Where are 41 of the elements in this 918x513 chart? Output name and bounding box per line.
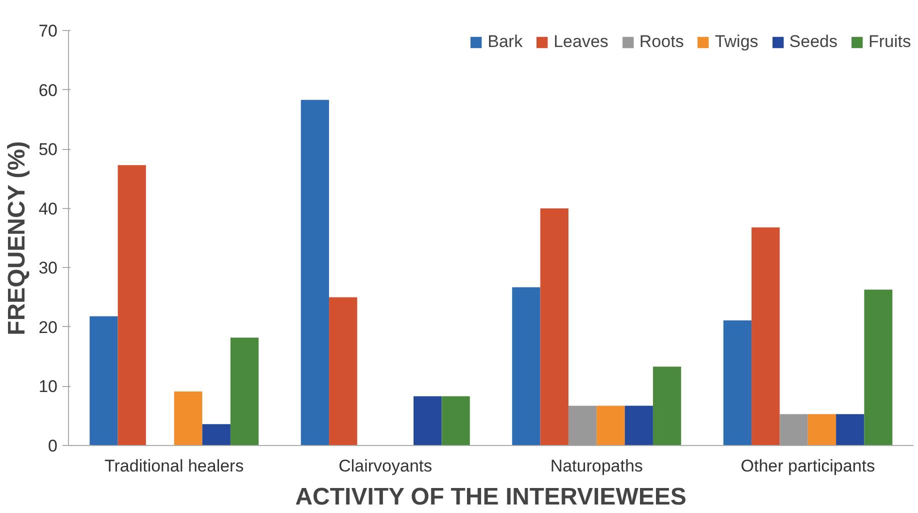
legend-label: Leaves (554, 32, 608, 52)
x-tick-label: Clairvoyants (338, 456, 432, 476)
y-tick-label: 60 (38, 80, 58, 100)
bar (596, 406, 625, 446)
bar (808, 414, 836, 446)
y-tick-label: 20 (38, 318, 58, 337)
x-axis-title: ACTIVITY OF THE INTERVIEWEES (295, 484, 686, 510)
y-tick-label: 10 (38, 377, 58, 396)
bar (512, 287, 540, 446)
y-tick-label: 40 (38, 199, 58, 218)
bar (723, 320, 752, 446)
bar (442, 396, 470, 446)
bar (540, 208, 568, 446)
bar (780, 414, 808, 446)
bar (118, 165, 146, 446)
bar (752, 227, 780, 446)
x-tick-label: Traditional healers (104, 456, 244, 476)
y-tick-label: 70 (38, 22, 58, 40)
bar (90, 316, 118, 446)
bar (652, 366, 682, 446)
bar (202, 424, 230, 446)
legend-label: Roots (639, 32, 684, 52)
y-axis-title: FREQUENCY (%) (4, 141, 31, 336)
bar (414, 396, 442, 446)
bar (864, 290, 892, 446)
y-tick-label: 30 (38, 258, 58, 278)
bar (329, 297, 358, 446)
legend-label: Twigs (714, 32, 758, 52)
bar (230, 338, 259, 446)
x-tick-label: Naturopaths (550, 456, 643, 476)
legend-label: Bark (488, 32, 523, 52)
bar (836, 414, 864, 446)
legend-label: Fruits (868, 32, 911, 52)
y-tick-label: 0 (48, 436, 58, 456)
bar (300, 100, 330, 446)
legend-label: Seeds (789, 32, 838, 52)
bar (174, 392, 202, 446)
x-tick-label: Other participants (740, 456, 875, 476)
bar (624, 406, 653, 446)
bar (568, 406, 597, 446)
y-tick-label: 50 (38, 140, 58, 160)
